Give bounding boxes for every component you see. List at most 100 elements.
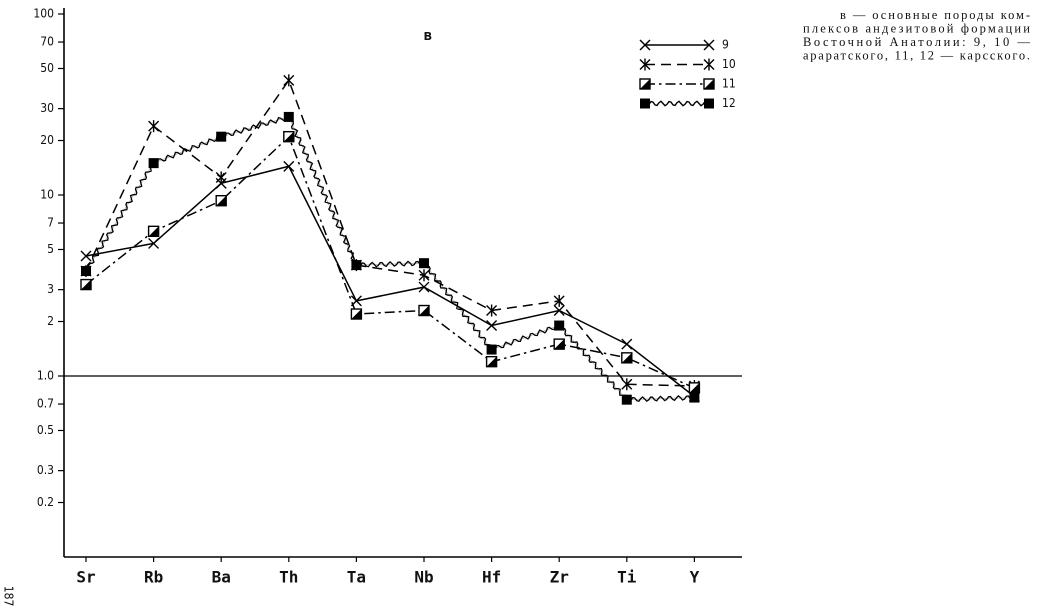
marker: [639, 39, 651, 51]
marker: [703, 39, 715, 51]
marker: [486, 344, 497, 355]
marker: [216, 131, 227, 142]
marker-box: [640, 98, 650, 109]
marker: [486, 304, 498, 317]
marker: [621, 338, 633, 350]
marker-half: [351, 309, 362, 320]
y-tick-label: 2: [47, 314, 54, 328]
x-tick-label: Ti: [617, 568, 637, 587]
marker: [351, 260, 362, 271]
marker: [418, 304, 430, 317]
caption-line: араратского, 11, 12 — карсского.: [803, 48, 1030, 62]
marker: [283, 111, 294, 122]
x-tick-label: Y: [690, 568, 700, 587]
marker-box: [216, 131, 227, 142]
marker: [148, 237, 160, 249]
marker: [418, 269, 430, 282]
marker-box: [81, 266, 91, 277]
y-tick-label: 5: [47, 242, 54, 256]
marker: [215, 171, 227, 184]
marker: [148, 120, 160, 133]
caption-line: плексов андезитовой формации: [803, 21, 1030, 35]
marker-stroke: [553, 305, 565, 317]
y-tick-label: 7: [47, 216, 54, 230]
x-tick-label: Ta: [347, 568, 366, 587]
marker: [485, 355, 498, 368]
y-tick-label: 0.5: [37, 423, 54, 437]
x-tick-label: Ba: [212, 568, 231, 587]
marker-half: [283, 131, 294, 142]
x-tick-label: Th: [279, 568, 298, 587]
marker: [621, 394, 632, 405]
marker: [640, 98, 650, 109]
marker: [621, 352, 633, 364]
y-tick-label: 30: [40, 101, 54, 115]
marker: [553, 305, 565, 317]
marker: [80, 278, 92, 291]
marker: [554, 320, 565, 331]
y-tick-label: 100: [33, 7, 54, 21]
page-number: 187: [2, 586, 16, 607]
marker: [639, 78, 651, 90]
marker-half: [704, 79, 714, 89]
x-tick-label: Nb: [414, 568, 433, 587]
marker: [704, 98, 714, 109]
marker-stroke: [703, 39, 715, 51]
series-line: [85, 116, 695, 401]
marker: [215, 195, 227, 207]
y-tick-label: 0.2: [37, 495, 54, 509]
legend-label: 12: [722, 96, 736, 110]
marker: [418, 281, 430, 293]
marker: [350, 308, 363, 320]
chart-title: в: [424, 28, 432, 44]
marker-half: [554, 339, 565, 350]
marker-half: [81, 279, 91, 290]
marker-stroke: [283, 160, 295, 172]
marker-half: [621, 352, 632, 363]
x-tick-label: Zr: [550, 568, 569, 587]
marker: [703, 58, 715, 71]
y-tick-label: 1.0: [37, 369, 54, 383]
series-line: [85, 165, 695, 398]
series-line: [85, 135, 695, 389]
marker-half: [148, 226, 159, 237]
marker: [147, 225, 160, 238]
y-tick-label: 70: [40, 35, 54, 49]
legend-label: 10: [722, 57, 736, 71]
marker-stroke: [486, 320, 498, 332]
marker: [486, 320, 498, 332]
marker: [553, 338, 565, 350]
marker: [553, 294, 565, 307]
marker-box: [283, 111, 294, 122]
wave-stroke: [85, 113, 695, 403]
marker: [80, 250, 92, 262]
y-tick-label: 3: [47, 282, 54, 296]
marker-half: [216, 195, 227, 206]
y-tick-label: 50: [40, 61, 54, 75]
legend-label: 11: [722, 77, 736, 91]
caption-line: Восточной Анатолии: 9, 10 —: [803, 35, 1031, 49]
legend-line: [644, 100, 710, 107]
marker-stroke: [418, 281, 430, 293]
marker-half: [640, 79, 650, 89]
marker-stroke: [148, 237, 160, 249]
marker-stroke: [621, 338, 633, 350]
marker-box: [351, 260, 362, 271]
legend-label: 9: [722, 38, 729, 52]
marker-half: [486, 356, 497, 367]
marker-box: [148, 158, 159, 169]
series-line: [85, 78, 695, 387]
y-tick-label: 20: [40, 133, 54, 147]
y-tick-label: 0.3: [37, 463, 54, 477]
x-tick-label: Sr: [76, 568, 95, 587]
marker: [81, 266, 91, 277]
marker: [688, 382, 701, 394]
marker-box: [704, 98, 714, 109]
marker-half: [419, 305, 429, 316]
marker-stroke: [80, 250, 92, 262]
marker-box: [621, 394, 632, 405]
marker: [283, 74, 295, 87]
marker: [419, 258, 429, 269]
y-tick-label: 10: [40, 188, 54, 202]
x-tick-label: Rb: [144, 568, 163, 587]
